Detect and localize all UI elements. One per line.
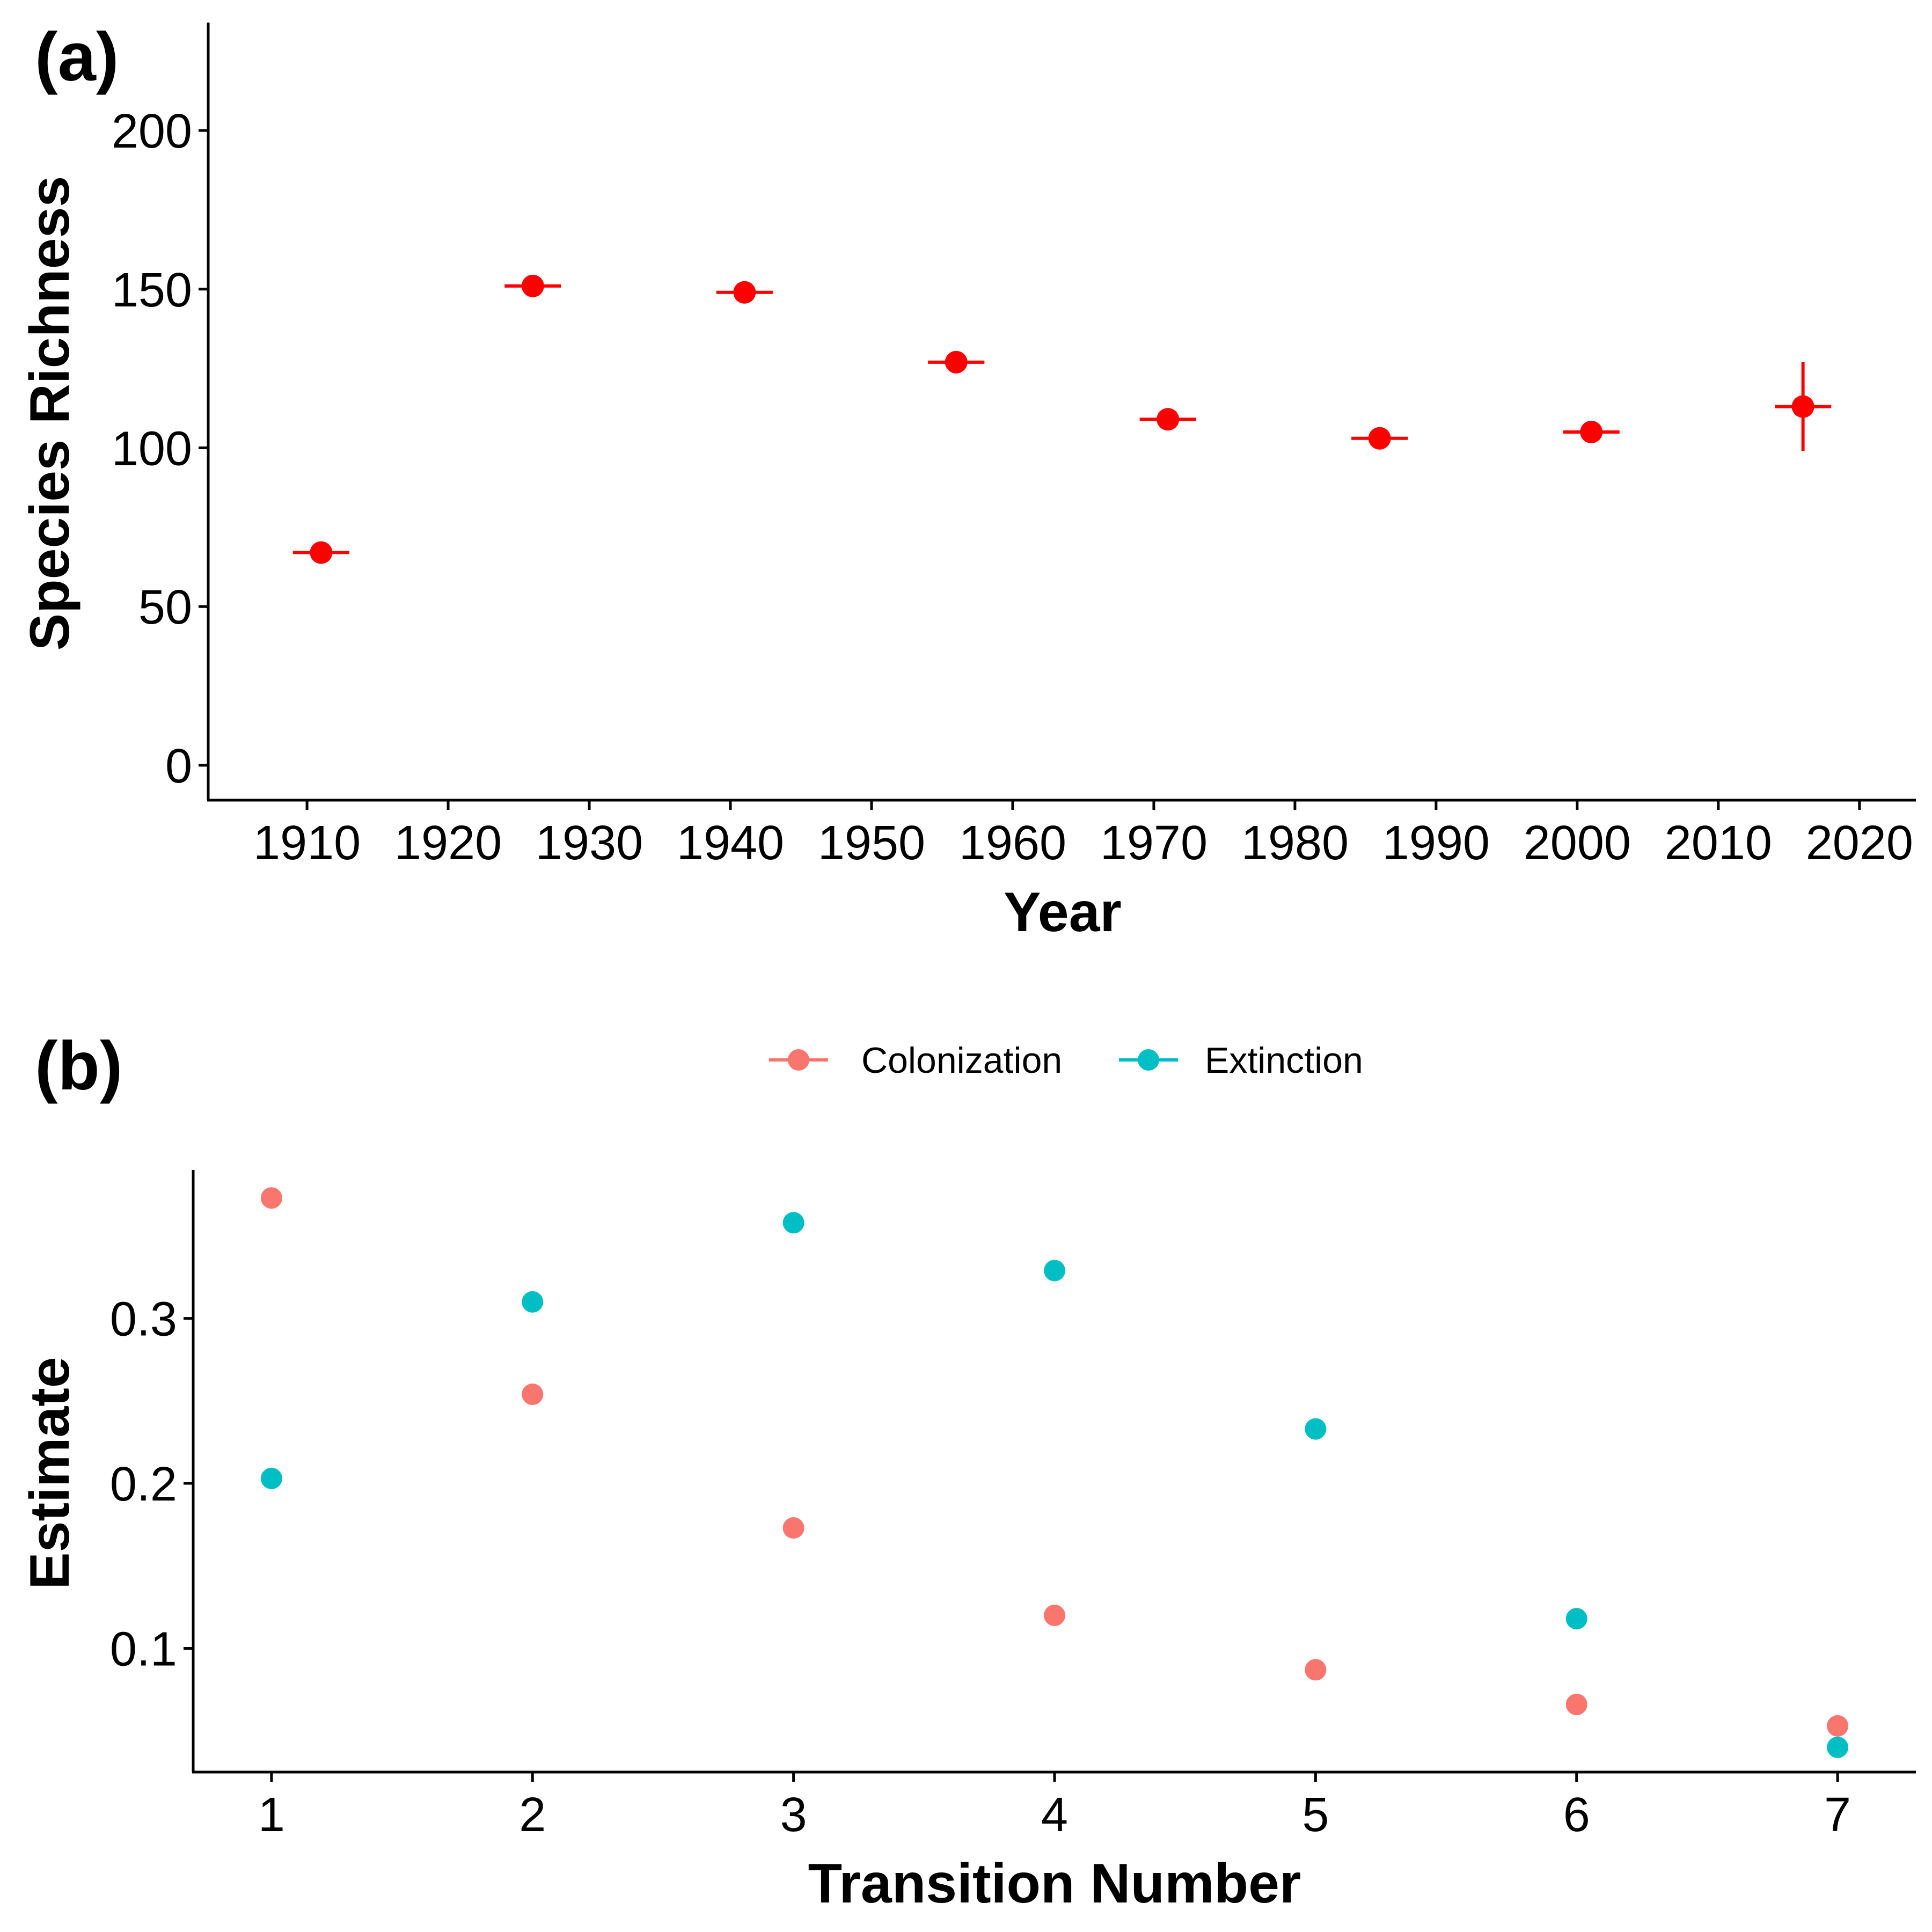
panel-b-label: (b) <box>35 1028 122 1104</box>
colonization-point <box>1827 1715 1849 1737</box>
colonization-point <box>1044 1604 1065 1626</box>
x-tick-label: 1940 <box>677 816 784 870</box>
panel-b-x-axis-title: Transition Number <box>808 1853 1301 1915</box>
panel-a: (a) 0 50 100 150 200 1910 1920 1930 1940 1950 196… <box>19 19 1916 943</box>
panel-a-y-ticks: 0 50 100 150 200 <box>112 105 208 793</box>
legend-label: Colonization <box>861 1040 1062 1081</box>
colonization-point <box>522 1384 544 1406</box>
panel-b-y-ticks: 0.1 0.2 0.3 <box>110 1293 193 1676</box>
legend-label: Extinction <box>1205 1040 1363 1081</box>
data-point <box>310 541 333 564</box>
legend-key-point <box>788 1049 809 1071</box>
colonization-point <box>1565 1693 1587 1715</box>
data-point <box>1580 420 1603 443</box>
panel-a-y-axis-title: Species Richness <box>19 176 81 650</box>
x-tick-label: 2010 <box>1665 816 1772 870</box>
x-tick-label: 1930 <box>536 816 643 870</box>
data-point <box>945 350 968 374</box>
y-tick-label: 0 <box>165 740 192 793</box>
extinction-point <box>1565 1608 1587 1630</box>
panel-b: (b) Colonization Extinction 0.1 0.2 0.3 1 2 3… <box>19 1028 1916 1915</box>
y-tick-label: 150 <box>112 264 192 317</box>
extinction-point <box>1827 1736 1849 1758</box>
y-tick-label: 100 <box>112 422 192 476</box>
data-point <box>1157 408 1180 431</box>
x-tick-label: 1960 <box>959 816 1066 870</box>
x-tick-label: 1 <box>258 1788 285 1842</box>
panel-a-x-ticks: 1910 1920 1930 1940 1950 1960 1970 1980 1990 2000… <box>253 800 1913 870</box>
x-tick-label: 5 <box>1302 1788 1329 1842</box>
panel-a-label: (a) <box>35 19 119 96</box>
panel-a-x-axis-title: Year <box>1004 881 1122 943</box>
x-tick-label: 1910 <box>253 816 361 870</box>
legend-key-point <box>1138 1049 1159 1071</box>
x-tick-label: 4 <box>1041 1788 1068 1842</box>
extinction-point <box>1044 1260 1065 1282</box>
x-tick-label: 2 <box>519 1788 546 1842</box>
x-tick-label: 3 <box>780 1788 807 1842</box>
data-point <box>521 274 544 297</box>
legend-item-extinction: Extinction <box>1119 1040 1363 1081</box>
x-tick-label: 7 <box>1824 1788 1851 1842</box>
legend: Colonization Extinction <box>769 1040 1363 1081</box>
x-tick-label: 1980 <box>1241 816 1349 870</box>
colonization-point <box>782 1517 804 1539</box>
y-tick-label: 0.2 <box>110 1458 177 1511</box>
y-tick-label: 200 <box>112 105 192 158</box>
y-tick-label: 50 <box>138 581 192 634</box>
x-tick-label: 1950 <box>818 816 925 870</box>
extinction-point <box>260 1467 282 1489</box>
legend-item-colonization: Colonization <box>769 1040 1062 1081</box>
x-tick-label: 2000 <box>1524 816 1631 870</box>
extinction-point <box>782 1212 804 1234</box>
x-tick-label: 1990 <box>1382 816 1490 870</box>
data-point <box>733 281 756 304</box>
y-tick-label: 0.1 <box>110 1622 177 1676</box>
panel-a-data-layer <box>292 274 1832 564</box>
panel-b-data-layer <box>260 1187 1849 1758</box>
y-tick-label: 0.3 <box>110 1293 177 1346</box>
colonization-point <box>1305 1659 1327 1681</box>
data-point <box>1791 395 1814 418</box>
panel-b-x-ticks: 1 2 3 4 5 6 7 <box>258 1772 1851 1842</box>
data-point <box>1368 427 1391 450</box>
extinction-point <box>1305 1418 1327 1440</box>
x-tick-label: 6 <box>1563 1788 1590 1842</box>
extinction-point <box>522 1291 544 1313</box>
x-tick-label: 2020 <box>1806 816 1913 870</box>
x-tick-label: 1920 <box>394 816 502 870</box>
x-tick-label: 1970 <box>1100 816 1208 870</box>
colonization-point <box>260 1187 282 1209</box>
panel-b-y-axis-title: Estimate <box>19 1357 81 1590</box>
